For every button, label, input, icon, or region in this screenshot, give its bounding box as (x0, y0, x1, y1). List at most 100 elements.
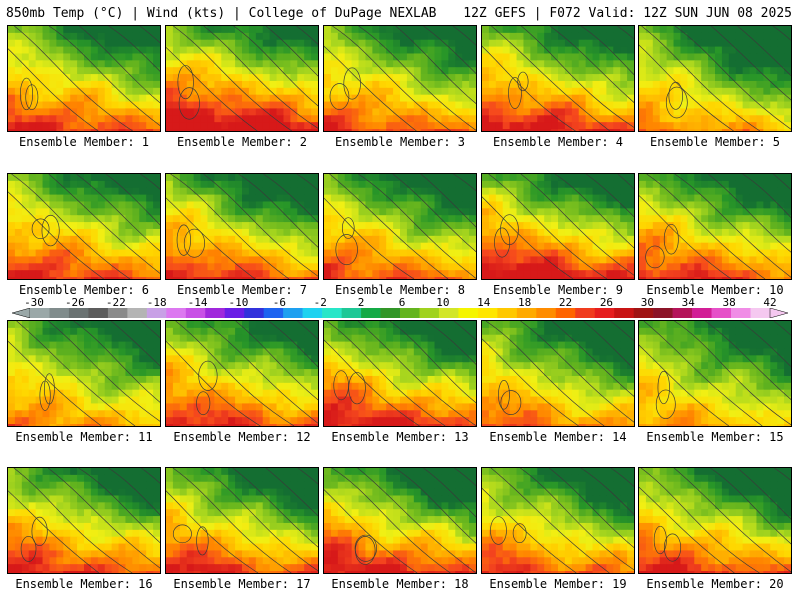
temperature-cell (351, 194, 360, 203)
temperature-cell (214, 87, 222, 96)
temperature-cell (311, 208, 318, 216)
temperature-cell (537, 270, 545, 278)
temperature-cell (469, 129, 476, 131)
temperature-cell (172, 382, 181, 391)
temperature-cell (276, 46, 285, 55)
temperature-cell (372, 39, 380, 48)
temperature-cell (276, 53, 285, 61)
temperature-cell (97, 382, 106, 391)
temperature-cell (393, 74, 401, 82)
temperature-cell (441, 362, 449, 370)
temperature-cell (214, 235, 222, 244)
temperature-cell (56, 321, 64, 329)
temperature-cell (482, 101, 490, 110)
temperature-cell (8, 80, 16, 89)
temperature-cell (166, 249, 174, 258)
temperature-cell (132, 417, 140, 425)
temperature-cell (777, 174, 785, 182)
temperature-cell (372, 396, 380, 405)
temperature-cell (324, 369, 332, 377)
temperature-cell (21, 403, 30, 411)
temperature-cell (509, 215, 518, 223)
temperature-cell (21, 201, 30, 209)
temperature-cell (469, 362, 476, 370)
temperature-cell (324, 80, 332, 89)
temperature-cell (358, 174, 367, 182)
temperature-cell (393, 410, 401, 418)
temperature-cell (379, 270, 387, 278)
temperature-cell (571, 215, 580, 223)
temperature-cell (179, 382, 188, 391)
temperature-cell (248, 187, 257, 196)
temperature-cell (207, 321, 215, 329)
temperature-cell (551, 389, 559, 398)
temperature-cell (304, 334, 312, 343)
temperature-cell (585, 32, 594, 41)
temperature-cell (28, 334, 37, 343)
temperature-cell (495, 228, 504, 237)
temperature-cell (228, 39, 236, 48)
temperature-cell (482, 355, 490, 363)
temperature-cell (537, 222, 545, 230)
temperature-cell (687, 208, 695, 216)
temperature-cell (627, 208, 634, 216)
temperature-cell (558, 256, 566, 264)
temperature-cell (276, 249, 285, 258)
temperature-cell (777, 201, 785, 209)
temperature-cell (708, 228, 716, 237)
temperature-cell (393, 108, 401, 116)
temperature-cell (393, 194, 401, 203)
temperature-cell (283, 215, 291, 223)
temperature-cell (324, 201, 332, 209)
temperature-cell (139, 334, 147, 343)
temperature-cell (427, 122, 436, 130)
temperature-cell (564, 270, 573, 278)
temperature-cell (125, 180, 133, 189)
temperature-cell (311, 53, 318, 61)
temperature-cell (14, 249, 23, 258)
temperature-cell (413, 46, 422, 55)
temperature-cell (482, 122, 490, 130)
temperature-cell (488, 256, 497, 264)
temperature-cell (118, 263, 127, 271)
temperature-cell (742, 201, 751, 209)
temperature-cell (8, 277, 16, 279)
temperature-cell (344, 375, 353, 384)
temperature-cell (639, 67, 647, 75)
temperature-cell (97, 222, 106, 230)
temperature-cell (111, 249, 120, 258)
temperature-cell (687, 39, 695, 48)
temperature-cell (297, 101, 305, 110)
temperature-cell (386, 129, 394, 131)
temperature-cell (613, 46, 621, 55)
temperature-cell (337, 348, 346, 356)
temperature-cell (77, 341, 85, 350)
temperature-cell (90, 74, 99, 82)
temperature-cell (248, 277, 257, 279)
temperature-cell (462, 389, 470, 398)
temperature-cell (544, 341, 552, 350)
temperature-cell (620, 369, 628, 377)
temperature-cell (358, 53, 367, 61)
temperature-cell (111, 174, 120, 182)
temperature-cell (21, 222, 30, 230)
temperature-cell (214, 174, 222, 182)
temperature-cell (558, 194, 566, 203)
temperature-cell (585, 396, 594, 405)
temperature-cell (330, 334, 339, 343)
terrain-contour (198, 360, 218, 391)
temperature-cell (179, 249, 188, 258)
temperature-cell (537, 321, 545, 329)
temperature-cell (763, 222, 771, 230)
temperature-cell (166, 270, 174, 278)
temperature-cell (728, 74, 737, 82)
temperature-cell (207, 396, 215, 405)
temperature-cell (221, 115, 229, 123)
temperature-cell (344, 263, 353, 271)
temperature-cell (297, 187, 305, 196)
temperature-cell (49, 362, 57, 370)
temperature-cell (680, 26, 688, 34)
temperature-cell (344, 249, 353, 258)
temperature-cell (784, 32, 791, 41)
temperature-cell (200, 174, 209, 182)
